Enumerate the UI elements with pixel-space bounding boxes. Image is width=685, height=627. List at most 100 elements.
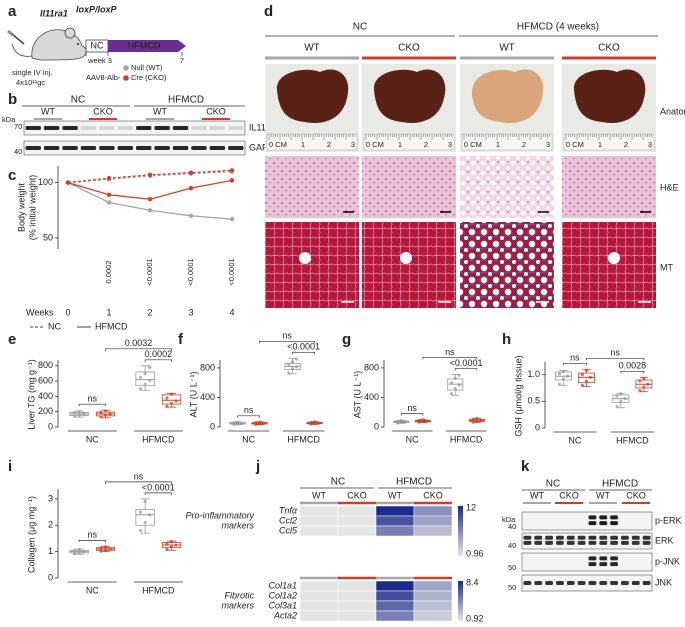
liver xyxy=(471,69,544,123)
data-point xyxy=(103,548,108,552)
vessel xyxy=(400,252,412,264)
sig-label: ns xyxy=(570,353,580,363)
blot-band xyxy=(209,146,226,150)
blot-band xyxy=(577,581,586,585)
y-tick-label: 50 xyxy=(43,232,53,242)
data-point xyxy=(174,543,178,547)
histology-mt xyxy=(265,222,359,308)
blot-band xyxy=(228,146,244,150)
data-point xyxy=(254,421,258,425)
sig-label: <0.0001 xyxy=(450,358,483,368)
data-point xyxy=(584,368,589,372)
y-axis-label: GSH (μmol/g tissue) xyxy=(513,355,523,436)
blot-band xyxy=(566,581,575,585)
data-point xyxy=(479,418,483,422)
data-point xyxy=(584,379,589,383)
data-point xyxy=(82,412,86,416)
ruler-label: CM xyxy=(275,140,287,149)
data-point xyxy=(99,415,103,419)
blot-band xyxy=(642,581,651,585)
blot-band xyxy=(523,540,532,545)
data-point xyxy=(108,547,112,551)
series-point xyxy=(229,216,235,222)
panel-letter: g xyxy=(342,331,351,348)
blot-band xyxy=(621,535,629,540)
blot-band xyxy=(599,562,608,567)
series-line xyxy=(67,179,233,200)
data-point xyxy=(287,363,291,367)
lane-label: WT xyxy=(312,490,326,500)
gene-label: Col1a2 xyxy=(268,590,297,600)
blot-band xyxy=(577,540,586,545)
data-point xyxy=(138,387,143,391)
group-label: NC xyxy=(546,479,560,490)
blot-frame xyxy=(521,532,653,550)
gene-label: Col3a1 xyxy=(268,600,297,610)
blot-band xyxy=(209,126,226,130)
ruler-label: 1 xyxy=(301,140,305,149)
blot-band xyxy=(610,556,618,561)
blot-band xyxy=(43,146,60,150)
ruler-label: 1 xyxy=(598,140,602,149)
gene-label: Col1a1 xyxy=(268,580,297,590)
lane-label: WT xyxy=(499,43,515,54)
histology-mt xyxy=(460,222,554,308)
blot-band xyxy=(642,535,651,540)
data-point xyxy=(449,381,454,385)
histology-he xyxy=(362,156,456,218)
blot-band xyxy=(117,126,133,130)
label: kDa xyxy=(502,515,516,524)
blot-band xyxy=(621,540,629,545)
label: AAV8-Alb- xyxy=(86,73,121,82)
blot-band xyxy=(599,515,608,520)
ruler-label: 2 xyxy=(327,140,331,149)
group-label: NC xyxy=(406,434,419,444)
series-point xyxy=(188,185,194,191)
ruler-label: 3 xyxy=(351,140,355,149)
data-point xyxy=(475,419,479,423)
data-point xyxy=(261,421,266,425)
lane-label: WT xyxy=(304,43,320,54)
heat-cell xyxy=(375,600,415,612)
y-tick-label: 3 xyxy=(48,493,53,503)
histology-mt xyxy=(562,222,656,308)
data-point xyxy=(471,420,475,424)
data-point xyxy=(82,550,86,554)
blot-band xyxy=(25,126,41,130)
data-point xyxy=(143,382,147,386)
blot-band xyxy=(599,581,608,585)
heat-cell xyxy=(413,610,453,622)
label: 50 xyxy=(508,583,516,592)
ruler-label: CM xyxy=(572,140,584,149)
y-tick-label: 0 xyxy=(535,422,540,432)
data-point xyxy=(313,420,317,424)
label: 4x10¹¹gc xyxy=(16,78,45,87)
legend-label: HFMCD xyxy=(95,321,128,331)
sig-label: 0.0002 xyxy=(145,349,173,359)
ruler-label: 3 xyxy=(648,140,652,149)
data-point xyxy=(165,396,169,400)
sig-bracket xyxy=(105,481,172,484)
colorbar-label: 12 xyxy=(466,502,476,512)
heat-cell xyxy=(375,580,415,592)
block-label: Pro-inflammatory xyxy=(185,510,254,520)
x-tick-label: 4 xyxy=(229,307,234,317)
group-label: HFMCD xyxy=(142,585,175,595)
data-point xyxy=(580,383,584,387)
data-point xyxy=(77,410,81,414)
blot-band xyxy=(610,581,618,585)
series-point xyxy=(229,168,235,173)
heat-cell xyxy=(375,505,415,517)
sig-label: <0.0001 xyxy=(287,342,320,352)
blot-band xyxy=(545,535,553,540)
panel-letter: k xyxy=(521,458,530,475)
blot-band xyxy=(136,126,152,130)
blot-band xyxy=(43,126,60,130)
blot-band xyxy=(154,146,170,150)
sig-bracket xyxy=(292,351,315,355)
data-point xyxy=(646,382,650,386)
y-tick-label: 1 xyxy=(48,546,53,556)
heat-cell xyxy=(375,590,415,602)
data-point xyxy=(287,371,291,375)
data-point xyxy=(143,499,147,504)
